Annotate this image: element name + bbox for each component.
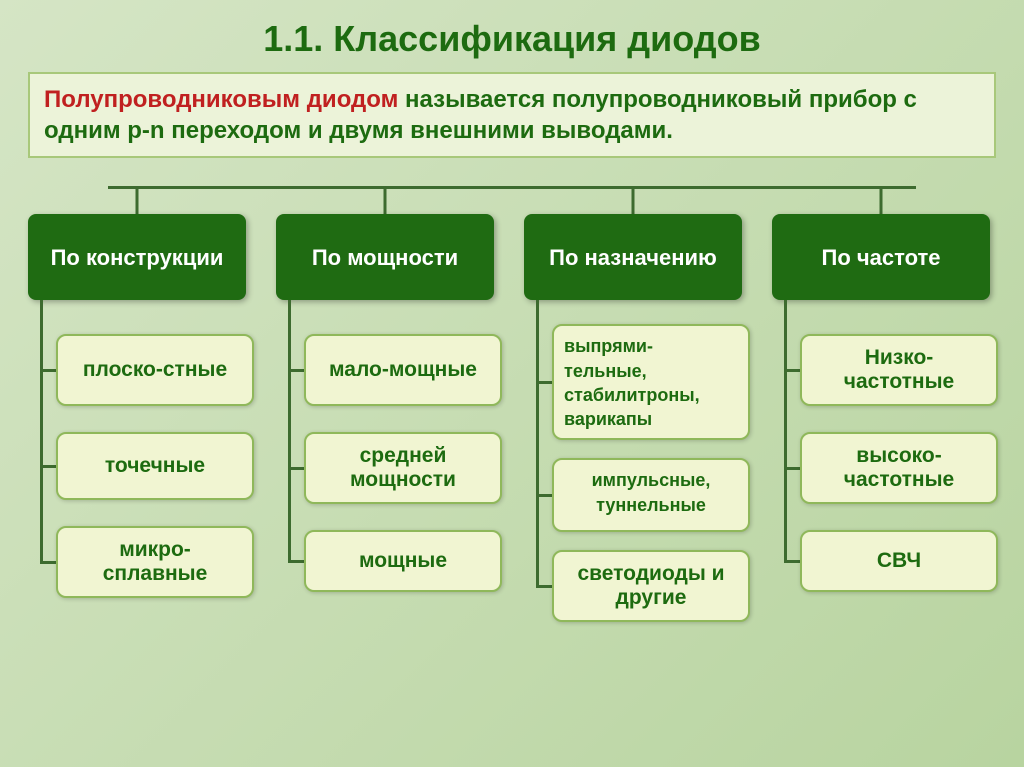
definition-term: Полупроводниковым диодом <box>44 86 398 113</box>
items-vline <box>40 300 43 562</box>
classification-item: СВЧ <box>800 530 998 592</box>
classification-item: Низко-частотные <box>800 334 998 406</box>
definition-box: Полупроводниковым диодом называется полу… <box>28 72 996 158</box>
classification-item: микро-сплавные <box>56 526 254 598</box>
category-header: По конструкции <box>28 214 246 300</box>
classification-item: высоко-частотные <box>800 432 998 504</box>
item-line: стабилитроны, <box>564 383 700 407</box>
top-connector <box>108 186 916 214</box>
item-line: туннельные <box>596 493 706 517</box>
classification-item: мало-мощные <box>304 334 502 406</box>
classification-item: средней мощности <box>304 432 502 504</box>
classification-item: светодиоды и другие <box>552 550 750 622</box>
classification-item: точечные <box>56 432 254 500</box>
item-line: импульсные, <box>592 468 711 492</box>
column-top-connector <box>880 186 883 214</box>
items-vline <box>288 300 291 562</box>
category-header: По частоте <box>772 214 990 300</box>
category-header: По назначению <box>524 214 742 300</box>
classification-diagram: По конструкции плоско-стные точечные микро-… <box>28 186 996 746</box>
classification-item: импульсные,туннельные <box>552 458 750 532</box>
classification-item: плоско-стные <box>56 334 254 406</box>
classification-item: мощные <box>304 530 502 592</box>
items-vline <box>784 300 787 562</box>
category-header: По мощности <box>276 214 494 300</box>
item-line: выпрями- <box>564 334 653 358</box>
item-line: варикапы <box>564 407 652 431</box>
item-line: тельные, <box>564 359 647 383</box>
classification-item: выпрями-тельные,стабилитроны,варикапы <box>552 324 750 440</box>
items-vline <box>536 300 539 586</box>
column-top-connector <box>632 186 635 214</box>
column-top-connector <box>384 186 387 214</box>
page-title: 1.1. Классификация диодов <box>0 0 1024 72</box>
column-top-connector <box>136 186 139 214</box>
